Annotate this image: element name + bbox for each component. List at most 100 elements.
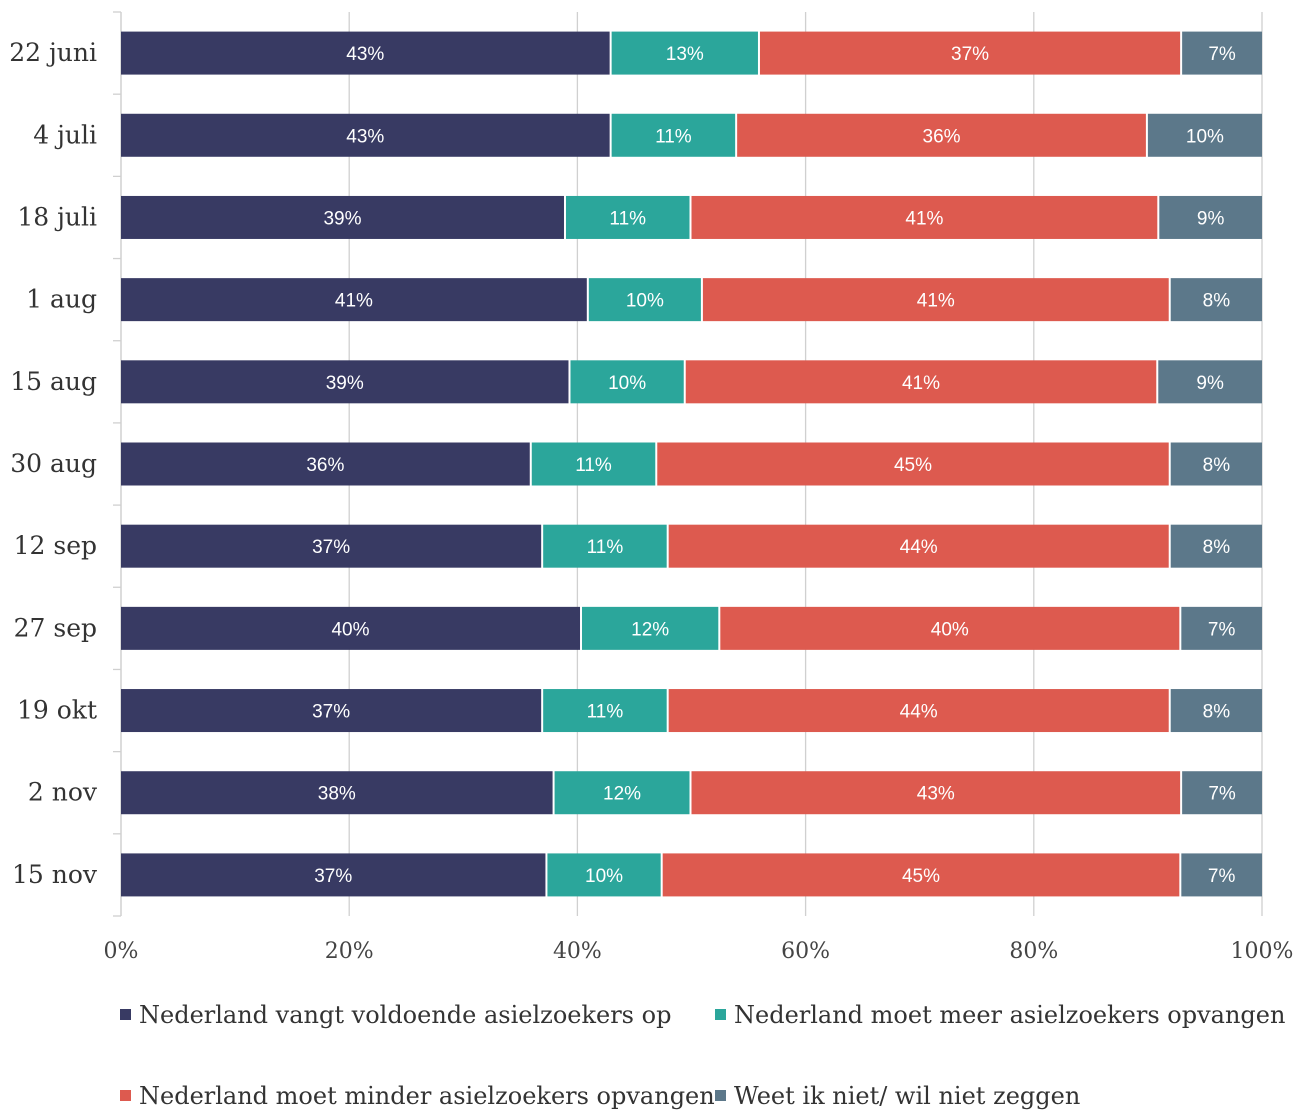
bar-label-s4-c9: 7%	[1208, 784, 1236, 805]
legend-swatch-series-3	[120, 1090, 131, 1101]
legend-swatch-series-2	[715, 1009, 726, 1020]
category-label-8: 19 okt	[17, 696, 97, 725]
bar-label-s1-c8: 37%	[312, 702, 350, 723]
bar-label-s4-c3: 8%	[1203, 291, 1231, 312]
bar-segment-s1-c1	[121, 113, 610, 157]
bar-label-s1-c10: 37%	[314, 866, 352, 887]
legend-item-series-2: Nederland moet meer asielzoekers opvange…	[715, 995, 1285, 1035]
bar-label-s2-c8: 11%	[587, 702, 624, 723]
bar-label-s3-c7: 40%	[931, 619, 969, 640]
bar-segment-s1-c3	[121, 278, 587, 322]
bar-label-s4-c5: 8%	[1203, 455, 1231, 476]
bar-label-s1-c2: 39%	[323, 208, 361, 229]
bar-segment-s4-c3	[1170, 278, 1262, 322]
bar-segment-s4-c7	[1181, 606, 1262, 650]
bar-label-s2-c3: 10%	[626, 291, 664, 312]
category-label-9: 2 nov	[28, 778, 98, 807]
bar-label-s4-c6: 8%	[1203, 537, 1231, 558]
bar-label-s3-c10: 45%	[902, 866, 940, 887]
bar-segment-s4-c9	[1182, 771, 1262, 815]
bar-segment-s1-c7	[121, 606, 581, 650]
category-label-1: 4 juli	[33, 120, 97, 149]
bar-segment-s3-c10	[662, 853, 1180, 897]
legend-item-series-3: Nederland moet minder asielzoekers opvan…	[120, 1076, 715, 1116]
bar-label-s1-c0: 43%	[346, 44, 384, 65]
category-label-5: 30 aug	[10, 449, 97, 478]
bar-segment-s1-c10	[121, 853, 546, 897]
bar-label-s4-c4: 9%	[1196, 373, 1224, 394]
bar-segment-s3-c3	[702, 278, 1169, 322]
bar-segment-s2-c8	[543, 689, 667, 733]
bar-label-s4-c1: 10%	[1186, 126, 1224, 147]
legend-item-series-4: Weet ik niet/ wil niet zeggen	[715, 1076, 1080, 1116]
bar-segment-s4-c10	[1181, 853, 1262, 897]
bar-label-s2-c10: 10%	[585, 866, 623, 887]
bar-segment-s1-c2	[121, 195, 564, 239]
bar-segment-s2-c6	[543, 524, 667, 568]
bar-label-s4-c0: 7%	[1208, 44, 1236, 65]
bar-label-s2-c9: 12%	[603, 784, 641, 805]
bar-segment-s4-c5	[1170, 442, 1262, 486]
bar-label-s3-c8: 44%	[900, 702, 938, 723]
x-tick-label-0: 0%	[104, 939, 139, 964]
legend-item-series-1: Nederland vangt voldoende asielzoekers o…	[120, 995, 671, 1035]
x-tick-label-1: 20%	[325, 939, 374, 964]
bar-label-s3-c6: 44%	[900, 537, 938, 558]
bar-label-s3-c4: 41%	[902, 373, 940, 394]
bar-label-s1-c3: 41%	[335, 291, 373, 312]
legend-row-2: Nederland moet minder asielzoekers opvan…	[0, 1076, 1299, 1116]
bar-segment-s2-c9	[554, 771, 690, 815]
x-tick-label-3: 60%	[781, 939, 830, 964]
bar-label-s2-c6: 11%	[587, 537, 624, 558]
category-label-10: 15 nov	[12, 860, 98, 889]
bar-segment-s4-c8	[1170, 689, 1262, 733]
bar-label-s4-c10: 7%	[1208, 866, 1236, 887]
bar-label-s2-c1: 11%	[655, 126, 692, 147]
bar-segment-s4-c4	[1158, 360, 1262, 404]
bar-segment-s4-c6	[1170, 524, 1262, 568]
bar-segment-s2-c3	[588, 278, 701, 322]
bar-label-s2-c4: 10%	[608, 373, 646, 394]
bar-label-s4-c2: 9%	[1197, 208, 1225, 229]
bar-segment-s1-c0	[121, 31, 610, 75]
bar-label-s1-c7: 40%	[331, 619, 369, 640]
bar-segment-s2-c2	[565, 195, 690, 239]
bar-label-s3-c3: 41%	[917, 291, 955, 312]
bar-segment-s1-c8	[121, 689, 542, 733]
bar-label-s3-c1: 36%	[923, 126, 961, 147]
bar-segment-s1-c9	[121, 771, 553, 815]
bar-segment-s2-c0	[611, 31, 758, 75]
x-tick-label-5: 100%	[1231, 939, 1294, 964]
bar-segment-s3-c8	[668, 689, 1169, 733]
category-label-7: 27 sep	[14, 613, 97, 642]
bar-label-s3-c0: 37%	[951, 44, 989, 65]
bar-label-s2-c0: 13%	[666, 44, 704, 65]
bar-segment-s2-c10	[547, 853, 661, 897]
category-label-6: 12 sep	[14, 531, 97, 560]
bar-segment-s3-c5	[657, 442, 1169, 486]
x-tick-label-2: 40%	[553, 939, 602, 964]
bar-label-s1-c9: 38%	[318, 784, 356, 805]
bar-label-s2-c5: 11%	[575, 455, 612, 476]
bar-label-s3-c9: 43%	[917, 784, 955, 805]
bar-label-s1-c1: 43%	[346, 126, 384, 147]
bar-segment-s1-c6	[121, 524, 542, 568]
bar-segment-s3-c6	[668, 524, 1169, 568]
bar-segment-s2-c4	[570, 360, 684, 404]
bar-label-s4-c8: 8%	[1203, 702, 1231, 723]
bar-label-s1-c5: 36%	[306, 455, 344, 476]
bar-segment-s1-c5	[121, 442, 530, 486]
x-tick-label-4: 80%	[1009, 939, 1058, 964]
bar-segment-s2-c1	[611, 113, 736, 157]
category-label-4: 15 aug	[10, 367, 97, 396]
bar-label-s2-c2: 11%	[609, 208, 646, 229]
stacked-bar-chart: 0% 20% 40% 60% 80% 100% 22 juni 43% 13% 37% 7% 4 j…	[9, 11, 1294, 964]
bar-segment-s3-c0	[759, 31, 1181, 75]
bar-segment-s4-c1	[1147, 113, 1262, 157]
legend-label-series-2: Nederland moet meer asielzoekers opvange…	[734, 1001, 1286, 1029]
labels-layer: 22 juni 43% 13% 37% 7% 4 juli 43% 11% 36% 10% 18 j…	[9, 38, 1236, 889]
category-label-2: 18 juli	[17, 202, 97, 231]
legend-label-series-3: Nederland moet minder asielzoekers opvan…	[139, 1082, 715, 1110]
bar-segment-s3-c9	[691, 771, 1181, 815]
legend-label-series-4: Weet ik niet/ wil niet zeggen	[734, 1082, 1081, 1110]
